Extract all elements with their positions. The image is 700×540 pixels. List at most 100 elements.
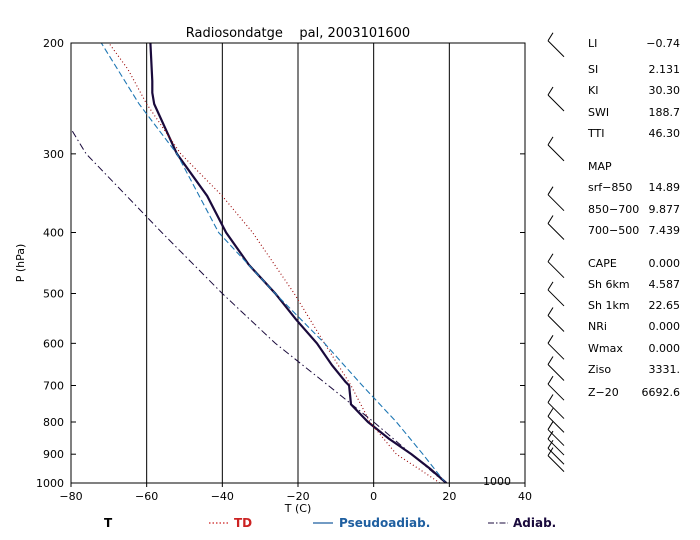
wind-barb-flag — [547, 186, 554, 195]
wind-barb-flag — [547, 307, 554, 316]
wind-barb-flag — [547, 86, 554, 96]
index-value: 46.30 — [648, 127, 681, 140]
wind-barb-staff — [547, 429, 565, 446]
wind-barb — [547, 447, 565, 472]
wind-barb-staff — [547, 402, 565, 419]
y-tick-label: 400 — [43, 226, 64, 239]
wind-barb-flag — [547, 421, 554, 430]
wind-barb — [547, 394, 565, 419]
x-axis: −80 −60 −40 −20 0 20 40 — [59, 483, 532, 503]
legend-label-t: T — [104, 516, 113, 530]
legend-label-adiab: Adiab. — [513, 516, 556, 530]
index-name: Sh 6km — [588, 278, 630, 291]
wind-barb-flag — [547, 335, 554, 344]
index-value: 3331. — [648, 363, 681, 376]
wind-barb-flag — [547, 394, 554, 403]
wind-barb-staff — [547, 94, 565, 112]
x-tick-label: 40 — [518, 490, 532, 503]
index-name: Z−20 — [588, 386, 619, 399]
index-value: 22.65 — [648, 299, 681, 312]
x-tick-label: −60 — [135, 490, 158, 503]
index-name: SWI — [588, 106, 610, 119]
wind-barb — [547, 186, 565, 212]
y-tick-label: 500 — [43, 288, 64, 301]
index-name: KI — [588, 84, 599, 97]
index-name: SI — [588, 63, 599, 76]
y-tick-label: 300 — [43, 148, 64, 161]
wind-barb-staff — [547, 447, 565, 465]
index-name: Sh 1km — [588, 299, 630, 312]
series-td — [108, 43, 441, 483]
index-name: 850−700 — [588, 203, 640, 216]
index-name: srf−850 — [588, 181, 633, 194]
y-tick-label: 900 — [43, 448, 64, 461]
wind-barb-flag — [547, 356, 554, 365]
wind-barb-staff — [547, 40, 565, 58]
wind-barb-staff — [547, 364, 565, 381]
y-axis: 200 300 400 500 600 700 800 900 1000 — [36, 37, 525, 490]
y-tick-label: 200 — [43, 37, 64, 50]
wind-barb — [547, 335, 565, 360]
index-value: 2.131 — [648, 63, 681, 76]
index-name: NRi — [588, 320, 607, 333]
wind-barb-staff — [547, 194, 565, 212]
wind-barb — [547, 136, 565, 162]
wind-barb — [547, 430, 565, 456]
y-axis-label: P (hPa) — [14, 244, 27, 283]
series-t — [149, 43, 448, 483]
series-layer — [71, 43, 448, 483]
wind-barb — [547, 32, 565, 58]
x-tick-label: −80 — [59, 490, 82, 503]
wind-barb-staff — [547, 144, 565, 162]
index-name: LI — [588, 37, 598, 50]
wind-barb — [547, 253, 565, 279]
wind-barb-flag — [547, 253, 554, 262]
wind-barb-flag — [547, 447, 554, 456]
wind-barb — [547, 408, 565, 433]
wind-barb-flag — [547, 32, 554, 42]
index-value: 4.587 — [648, 278, 681, 291]
series-adiab — [71, 127, 446, 483]
wind-barb-staff — [547, 416, 565, 433]
chart-title: Radiosondatge pal, 2003101600 — [186, 26, 410, 41]
wind-barb — [547, 281, 565, 307]
wind-barb-staff — [547, 455, 565, 472]
index-value: 188.7 — [648, 106, 681, 119]
wind-barb — [547, 375, 565, 401]
index-name: Ziso — [588, 363, 612, 376]
legend-label-pseudoadiab: Pseudoadiab. — [339, 516, 430, 530]
y-tick-label: 800 — [43, 416, 64, 429]
legend: T TD Pseudoadiab. Adiab. — [104, 516, 556, 530]
x-tick-label: −40 — [211, 490, 234, 503]
wind-barb — [547, 307, 565, 332]
index-value: 14.89 — [648, 181, 681, 194]
legend-label-td: TD — [234, 516, 252, 530]
x-tick-label: 0 — [370, 490, 377, 503]
index-value: 6692.6 — [641, 386, 681, 399]
index-value: 9.877 — [648, 203, 681, 216]
wind-barb-staff — [547, 261, 565, 279]
wind-barb-flag — [547, 215, 554, 224]
index-value: 30.30 — [648, 84, 681, 97]
index-value: 0.000 — [648, 342, 681, 355]
wind-barb-flag — [547, 375, 554, 385]
wind-barb-flag — [547, 408, 554, 417]
wind-barb-staff — [547, 289, 565, 307]
wind-barb-staff — [547, 342, 565, 360]
y-tick-label: 1000 — [36, 477, 64, 490]
wind-barb-flag — [547, 439, 554, 449]
right-label-1000: 1000 — [483, 475, 511, 488]
wind-barb — [547, 421, 565, 446]
wind-barb-flag — [547, 430, 554, 440]
index-value: 0.000 — [648, 257, 681, 270]
series-pseudoadiab — [100, 43, 446, 483]
x-axis-label: T (C) — [284, 502, 311, 515]
wind-barb-staff — [547, 315, 565, 332]
y-tick-label: 600 — [43, 337, 64, 350]
index-value: 0.000 — [648, 320, 681, 333]
index-value: 7.439 — [648, 224, 681, 237]
wind-barb-staff — [547, 438, 565, 456]
wind-barb-flag — [547, 136, 554, 146]
index-name: CAPE — [588, 257, 617, 270]
